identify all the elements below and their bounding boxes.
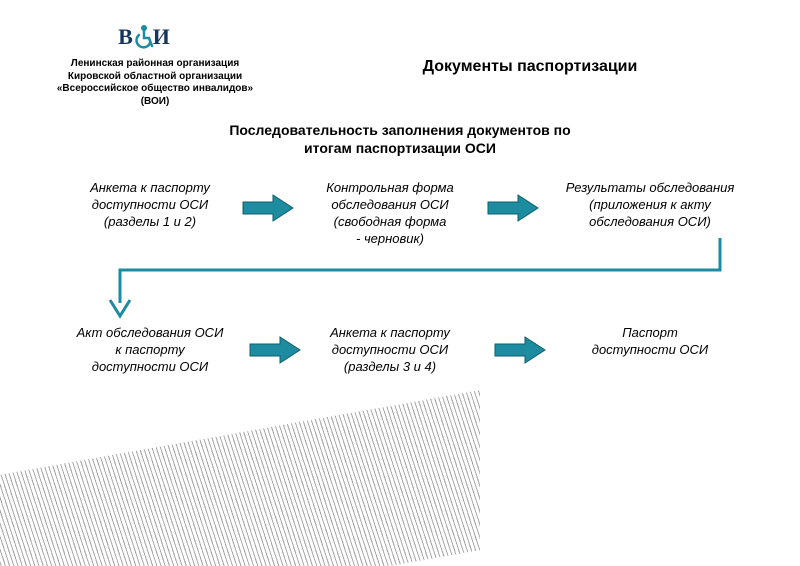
slide-root: В И Ленинская районная организация Киров… — [0, 0, 800, 566]
flow-node-passport: Паспорт доступности ОСИ — [560, 325, 740, 359]
node-line: (разделы 3 и 4) — [300, 359, 480, 376]
flow-node-akt: Акт обследования ОСИ к паспорту доступно… — [50, 325, 250, 376]
node-line: доступности ОСИ — [300, 342, 480, 359]
arrow-right-icon — [248, 335, 302, 365]
node-line: Анкета к паспорту — [300, 325, 480, 342]
node-line: доступности ОСИ — [50, 359, 250, 376]
arrow-right-icon — [493, 335, 547, 365]
node-line: доступности ОСИ — [560, 342, 740, 359]
node-line: Паспорт — [560, 325, 740, 342]
node-line: к паспорту — [50, 342, 250, 359]
flow-node-anketa-3-4: Анкета к паспорту доступности ОСИ (разде… — [300, 325, 480, 376]
node-line: Акт обследования ОСИ — [50, 325, 250, 342]
